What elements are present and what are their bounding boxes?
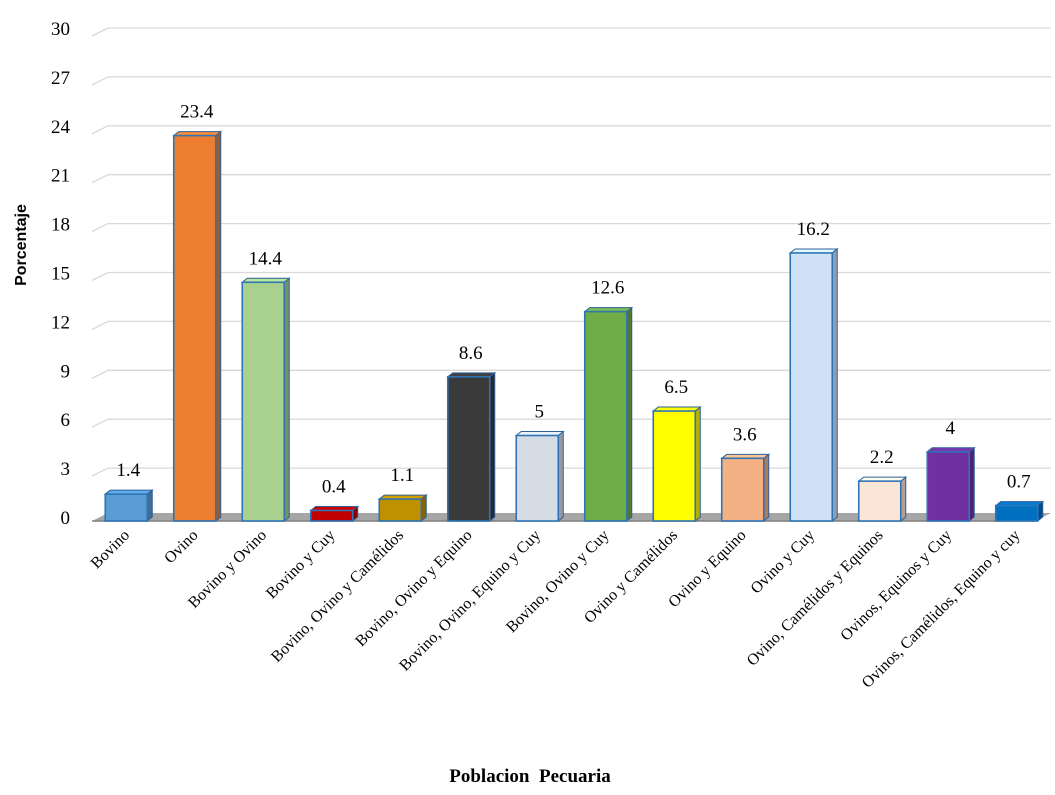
bar bbox=[720, 453, 771, 523]
y-tick-label: 9 bbox=[61, 361, 71, 382]
gridline-depth bbox=[91, 369, 109, 379]
bar-front bbox=[241, 281, 286, 522]
bar bbox=[857, 476, 908, 523]
gridline-depth bbox=[91, 467, 109, 477]
y-tick-label: 21 bbox=[51, 166, 70, 187]
y-tick-label: 3 bbox=[61, 459, 71, 480]
x-category-label: Ovino bbox=[161, 527, 201, 567]
bar bbox=[925, 446, 976, 523]
bar-front bbox=[172, 134, 217, 522]
gridline-depth bbox=[91, 418, 109, 428]
bar-front bbox=[926, 450, 971, 522]
bar-front bbox=[309, 509, 354, 522]
bar bbox=[103, 489, 154, 523]
x-category-label: Bovino, Ovino, Equino y Cuy bbox=[396, 527, 544, 675]
bar bbox=[309, 505, 360, 523]
x-axis-title: Poblacion Pecuaria bbox=[449, 766, 611, 787]
gridline-depth bbox=[91, 271, 109, 282]
chart-floor bbox=[92, 513, 1051, 522]
y-tick-label: 6 bbox=[61, 410, 71, 431]
gridline-depth bbox=[91, 320, 109, 330]
bar-front bbox=[446, 376, 491, 522]
data-label: 6.5 bbox=[664, 377, 688, 398]
y-tick-label: 0 bbox=[61, 508, 71, 529]
bar bbox=[514, 430, 565, 523]
y-tick-label: 27 bbox=[51, 68, 70, 89]
y-tick-label: 24 bbox=[51, 117, 71, 138]
data-label: 1.4 bbox=[116, 460, 140, 481]
gridline-depth bbox=[91, 76, 109, 86]
bar-front bbox=[789, 252, 834, 522]
bar-front bbox=[104, 493, 149, 522]
data-label: 0.7 bbox=[1007, 472, 1031, 493]
bar-front bbox=[583, 310, 628, 522]
y-tick-label: 18 bbox=[51, 215, 70, 236]
y-tick-label: 15 bbox=[51, 264, 70, 285]
data-label: 1.1 bbox=[390, 465, 414, 486]
data-label: 16.2 bbox=[797, 219, 830, 240]
bar-front bbox=[378, 498, 423, 522]
data-label: 5 bbox=[535, 402, 545, 423]
bar-front bbox=[857, 480, 902, 522]
floor-plane bbox=[92, 513, 1051, 521]
bar bbox=[651, 406, 702, 523]
bar-front bbox=[994, 504, 1039, 522]
x-category-label: Ovino, Camélidos y Equinos bbox=[744, 527, 887, 670]
x-category-label: Bovino, Ovino y Camélidos bbox=[268, 527, 407, 666]
y-tick-label: 12 bbox=[51, 312, 70, 333]
bar bbox=[172, 130, 223, 523]
bars bbox=[103, 130, 1045, 523]
x-category-label: Ovino y Cuy bbox=[748, 527, 818, 597]
data-label: 8.6 bbox=[459, 343, 483, 364]
data-label: 12.6 bbox=[591, 278, 624, 299]
x-category-label: Bovino, Ovino y Equino bbox=[352, 527, 475, 650]
bar-front bbox=[720, 457, 765, 522]
gridlines bbox=[91, 27, 1051, 477]
gridline-depth bbox=[91, 27, 109, 37]
data-label: 2.2 bbox=[870, 447, 894, 468]
bar bbox=[994, 500, 1045, 523]
bar-front bbox=[515, 434, 560, 522]
data-label: 0.4 bbox=[322, 476, 346, 497]
bar bbox=[446, 371, 497, 523]
data-label: 3.6 bbox=[733, 424, 757, 445]
x-category-label: Bovino y Cuy bbox=[263, 527, 339, 603]
bar bbox=[583, 306, 634, 523]
gridline-depth bbox=[91, 125, 109, 135]
y-tick-label: 30 bbox=[51, 19, 70, 40]
gridline-depth bbox=[91, 174, 109, 184]
y-axis-title: Porcentaje bbox=[13, 204, 30, 286]
gridline-depth bbox=[91, 223, 109, 233]
data-label: 23.4 bbox=[180, 102, 214, 123]
x-category-label: Bovino bbox=[88, 527, 133, 572]
bar bbox=[377, 494, 428, 523]
bar-front bbox=[652, 410, 697, 522]
data-labels: 1.4 23.4 14.4 0.4 1.1 8.6 5 12.6 6.5 3.6 16.2 2.2 4 0… bbox=[116, 102, 1030, 498]
bar bbox=[240, 277, 291, 523]
x-category-label: Ovinos, Equinos y Cuy bbox=[837, 527, 955, 645]
y-axis-ticks: 0 3 6 9 12 15 18 21 24 27 30 bbox=[51, 19, 71, 529]
bar bbox=[788, 247, 839, 523]
data-label: 4 bbox=[946, 418, 956, 439]
data-label: 14.4 bbox=[249, 248, 283, 269]
